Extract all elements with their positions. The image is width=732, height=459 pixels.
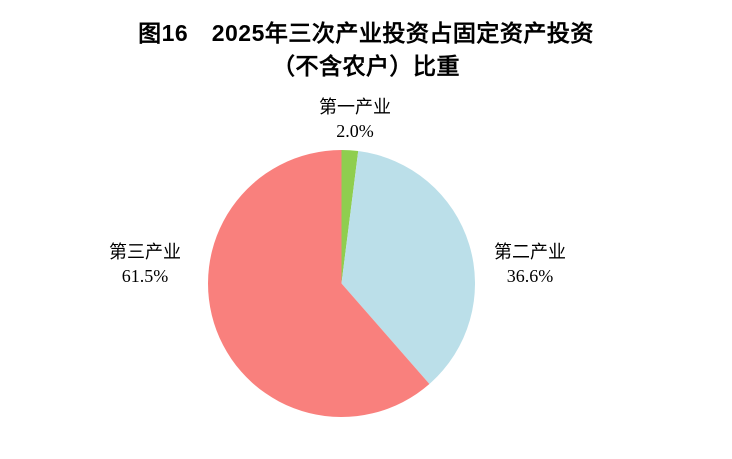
- slice-label-secondary-industry: 第二产业 36.6%: [445, 240, 615, 288]
- secondary-industry-value: 36.6%: [506, 266, 554, 286]
- chart-title: 图16 2025年三次产业投资占固定资产投资 （不含农户）比重: [0, 17, 732, 83]
- slice-label-tertiary-industry: 第三产业 61.5%: [60, 240, 230, 288]
- slice-label-primary-industry: 第一产业 2.0%: [270, 95, 440, 143]
- pie-slice-tertiary-industry: [208, 150, 430, 417]
- pie-slice-secondary-industry: [341, 151, 475, 384]
- pie-chart: [208, 150, 475, 417]
- tertiary-industry-name: 第三产业: [109, 242, 181, 262]
- pie-slice-primary-industry: [341, 150, 359, 284]
- primary-industry-value: 2.0%: [336, 121, 374, 141]
- primary-industry-name: 第一产业: [319, 97, 391, 117]
- chart-title-line2: （不含农户）比重: [272, 53, 460, 79]
- chart-title-line1: 图16 2025年三次产业投资占固定资产投资: [138, 20, 594, 46]
- secondary-industry-name: 第二产业: [494, 242, 566, 262]
- tertiary-industry-value: 61.5%: [121, 266, 169, 286]
